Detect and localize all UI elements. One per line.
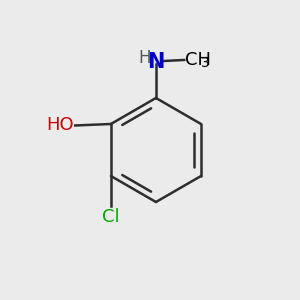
Text: N: N <box>147 52 165 72</box>
Text: H: H <box>138 49 151 67</box>
Text: HO: HO <box>46 116 74 134</box>
Text: Cl: Cl <box>102 208 120 226</box>
Text: 3: 3 <box>201 56 210 70</box>
Text: CH: CH <box>185 51 212 69</box>
